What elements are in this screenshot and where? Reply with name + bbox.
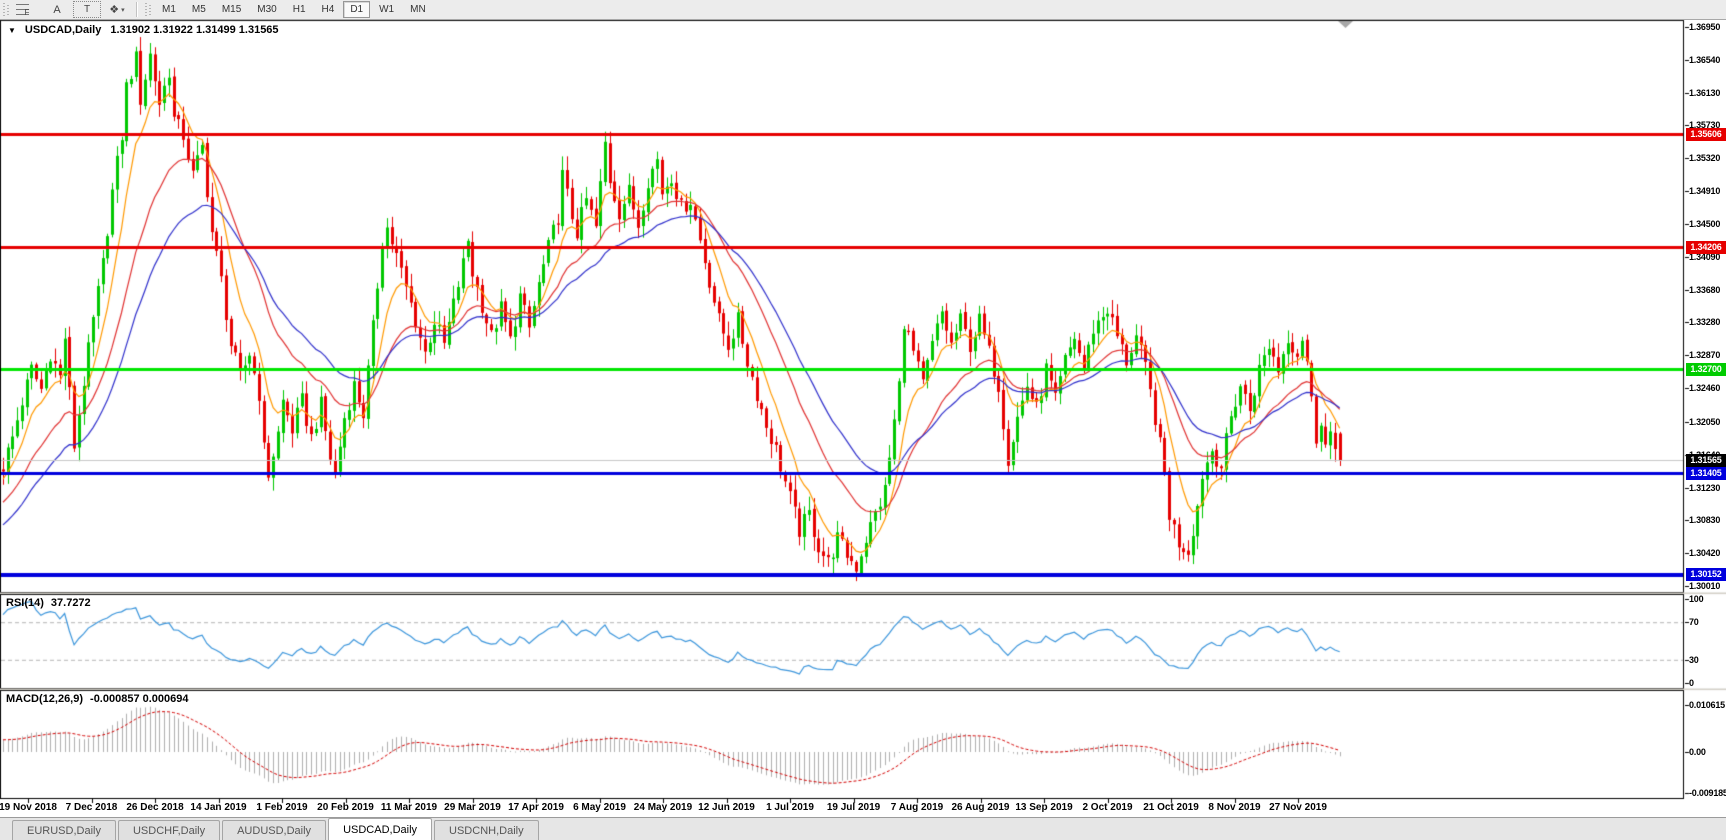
date-label: 20 Feb 2019 bbox=[317, 802, 374, 813]
date-label: 21 Oct 2019 bbox=[1143, 802, 1199, 813]
rsi-tick-label: 100 bbox=[1689, 594, 1704, 604]
symbol-period-label: USDCAD,Daily bbox=[24, 24, 102, 36]
price-tick-label: 1.36540 bbox=[1689, 54, 1721, 65]
top-toolbar: F A T ❖ ▾ M1 M5 M15 M30 H1 H4 D1 W1 MN bbox=[0, 0, 1726, 20]
price-tag-1.30152: 1.30152 bbox=[1686, 568, 1726, 582]
toolbar-grip[interactable] bbox=[3, 2, 9, 17]
date-label: 1 Jul 2019 bbox=[766, 802, 814, 813]
timeframe-button-h4[interactable]: H4 bbox=[321, 4, 335, 15]
date-label: 7 Aug 2019 bbox=[890, 802, 944, 813]
text-label-tool[interactable]: T bbox=[73, 1, 101, 18]
price-tick-label: 1.30830 bbox=[1689, 514, 1721, 525]
rsi-indicator-label: RSI(14) 37.7272 bbox=[6, 597, 91, 609]
price-tag-1.34206: 1.34206 bbox=[1686, 241, 1726, 255]
chart-tab-bar: EURUSD,Daily USDCHF,Daily AUDUSD,Daily USDC… bbox=[0, 817, 1726, 840]
timeframe-button-mn[interactable]: MN bbox=[410, 4, 426, 15]
toolbar-grip[interactable] bbox=[145, 2, 151, 17]
price-tick-label: 1.32460 bbox=[1689, 383, 1721, 394]
date-label: 14 Jan 2019 bbox=[190, 802, 247, 813]
price-tick-label: 1.30420 bbox=[1689, 547, 1721, 558]
timeframe-button-m1[interactable]: M1 bbox=[162, 4, 176, 15]
timeframe-button-h1[interactable]: H1 bbox=[292, 4, 306, 15]
date-label: 6 May 2019 bbox=[573, 802, 626, 813]
timeframes-group: M1 M5 M15 M30 H1 H4 D1 W1 MN bbox=[154, 1, 434, 18]
date-label: 12 Jun 2019 bbox=[698, 802, 755, 813]
price-tag-1.31565: 1.31565 bbox=[1686, 454, 1726, 468]
drawing-tools-group: F A T ❖ ▾ bbox=[12, 1, 132, 18]
macd-tick-label: -0.009185 bbox=[1689, 787, 1726, 798]
date-label: 7 Dec 2018 bbox=[65, 802, 118, 813]
chart-tab-usdcnh[interactable]: USDCNH,Daily bbox=[434, 820, 539, 840]
fibonacci-retracement-tool[interactable]: F bbox=[13, 1, 41, 18]
date-label: 1 Feb 2019 bbox=[256, 802, 308, 813]
rsi-value: 37.7272 bbox=[50, 597, 91, 609]
price-tick-label: 1.31230 bbox=[1689, 482, 1721, 493]
price-tick-label: 1.32870 bbox=[1689, 350, 1721, 361]
price-tick-label: 1.36130 bbox=[1689, 87, 1721, 98]
chart-tab-audusd[interactable]: AUDUSD,Daily bbox=[222, 820, 327, 840]
rsi-tick-label: 70 bbox=[1689, 617, 1699, 628]
arrows-tool[interactable]: ❖ ▾ bbox=[109, 4, 125, 16]
timeframe-button-m5[interactable]: M5 bbox=[191, 4, 206, 15]
price-tag-1.31405: 1.31405 bbox=[1686, 467, 1726, 481]
toolbar-separator bbox=[136, 2, 138, 17]
dropdown-caret-icon[interactable]: ▾ bbox=[121, 6, 125, 14]
macd-tick-label: 0.010615 bbox=[1689, 699, 1725, 710]
macd-tick-label: 0.00 bbox=[1689, 747, 1706, 757]
date-label: 19 Jul 2019 bbox=[826, 802, 881, 813]
macd-name: MACD(12,26,9) bbox=[6, 693, 84, 705]
timeframe-button-m30[interactable]: M30 bbox=[257, 4, 277, 15]
timeframe-button-d1[interactable]: D1 bbox=[343, 1, 371, 18]
rsi-tick-label: 30 bbox=[1689, 654, 1699, 665]
price-tick-label: 1.34500 bbox=[1689, 219, 1721, 230]
ohlc-values: 1.31902 1.31922 1.31499 1.31565 bbox=[110, 24, 279, 36]
chart-menu-icon[interactable]: ▼ bbox=[8, 25, 16, 35]
price-tick-label: 1.35730 bbox=[1689, 119, 1721, 130]
price-tick-label: 1.34090 bbox=[1689, 252, 1721, 263]
date-label: 24 May 2019 bbox=[633, 802, 693, 813]
timeframe-button-m15[interactable]: M15 bbox=[221, 4, 242, 15]
chart-tab-usdcad[interactable]: USDCAD,Daily bbox=[328, 818, 433, 840]
date-label: 26 Dec 2018 bbox=[126, 802, 184, 813]
macd-indicator-label: MACD(12,26,9) -0.000857 0.000694 bbox=[6, 693, 189, 705]
macd-values: -0.000857 0.000694 bbox=[90, 693, 189, 705]
price-tick-label: 1.33280 bbox=[1689, 317, 1721, 328]
rsi-tick-label: 0 bbox=[1689, 678, 1694, 688]
price-tick-label: 1.32050 bbox=[1689, 416, 1721, 427]
chart-tab-eurusd[interactable]: EURUSD,Daily bbox=[12, 820, 116, 840]
date-label: 2 Oct 2019 bbox=[1082, 802, 1133, 813]
date-label: 11 Mar 2019 bbox=[380, 802, 438, 813]
chart-tab-usdchf[interactable]: USDCHF,Daily bbox=[117, 820, 221, 840]
price-tag-1.35606: 1.35606 bbox=[1686, 128, 1726, 142]
date-label: 26 Aug 2019 bbox=[951, 802, 1010, 813]
date-label: 19 Nov 2018 bbox=[0, 802, 57, 813]
date-label: 29 Mar 2019 bbox=[444, 802, 501, 813]
price-tick-label: 1.35320 bbox=[1689, 152, 1721, 163]
text-tool[interactable]: A bbox=[53, 3, 61, 16]
timeframe-button-w1[interactable]: W1 bbox=[379, 4, 395, 15]
price-tag-1.32700: 1.32700 bbox=[1686, 362, 1726, 376]
date-label: 13 Sep 2019 bbox=[1015, 802, 1073, 813]
date-label: 27 Nov 2019 bbox=[1269, 802, 1327, 813]
price-tick-label: 1.33680 bbox=[1689, 285, 1721, 296]
price-tick-label: 1.30010 bbox=[1689, 581, 1721, 591]
price-tick-label: 1.34910 bbox=[1689, 185, 1721, 196]
chart-title: ▼ USDCAD,Daily 1.31902 1.31922 1.31499 1… bbox=[8, 24, 279, 36]
rsi-name: RSI(14) bbox=[6, 597, 44, 609]
price-tick-label: 1.36950 bbox=[1689, 21, 1721, 32]
date-label: 17 Apr 2019 bbox=[508, 802, 564, 813]
date-label: 8 Nov 2019 bbox=[1208, 802, 1261, 813]
